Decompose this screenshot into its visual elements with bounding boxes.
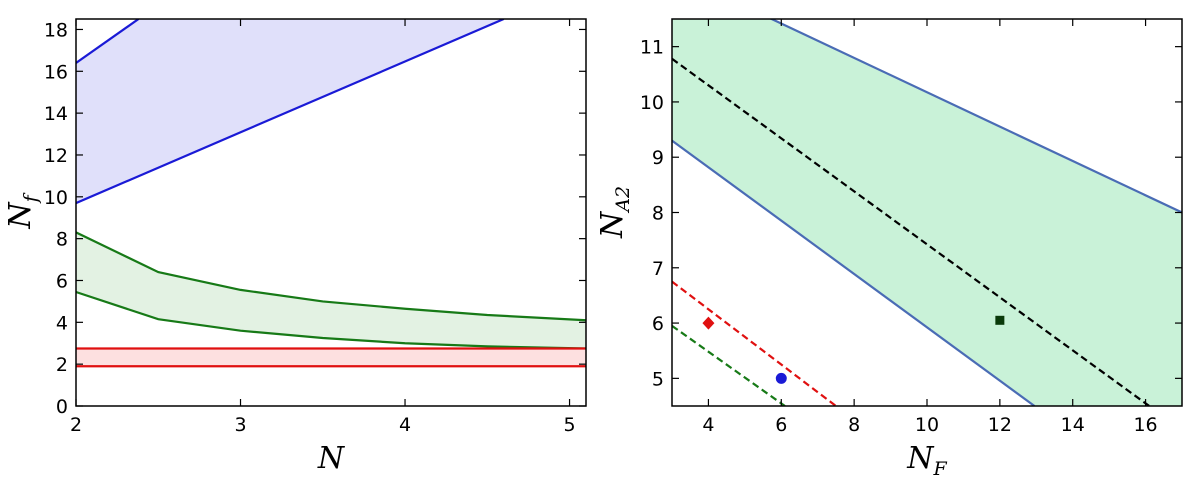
right-x-tick-label: 16 <box>1133 414 1157 436</box>
left-plot-frame <box>75 18 587 407</box>
right-x-tick-label: 6 <box>775 414 787 436</box>
band-lower-edge <box>672 139 1036 406</box>
green-band-fill <box>672 19 1182 406</box>
right-y-tick-label: 7 <box>652 258 664 280</box>
left-y-tick-label: 18 <box>44 19 68 41</box>
right-x-tick-label: 4 <box>702 414 714 436</box>
green-band-lower-line <box>76 290 586 350</box>
right-plot-area <box>672 19 1182 406</box>
right-y-tick-label: 9 <box>652 147 664 169</box>
right-y-tick-label: 10 <box>640 92 664 114</box>
right-y-axis-label: NA2 <box>595 186 634 239</box>
green-band-fill <box>76 232 586 349</box>
dash-green-dashed-line <box>672 324 786 406</box>
left-x-tick-label: 5 <box>564 414 576 436</box>
right-x-tick-label: 14 <box>1061 414 1085 436</box>
left-plot-area <box>76 19 586 368</box>
right-chart-panel: 4 6 8 10 12 14 16 5 6 7 8 9 10 11 NF NA2 <box>595 18 1183 480</box>
left-y-tick-label: 6 <box>56 270 68 292</box>
blue-circle-marker <box>775 372 787 384</box>
blue-band-lower-line <box>76 19 505 205</box>
green-band-upper-line <box>76 231 586 322</box>
left-y-tick-label: 14 <box>44 103 68 125</box>
right-y-tick-label: 8 <box>652 203 664 225</box>
left-y-tick-label: 16 <box>44 61 68 83</box>
left-y-axis-label: Nf <box>3 192 42 229</box>
right-y-tick-label: 6 <box>652 313 664 335</box>
black-square-marker <box>995 315 1005 325</box>
left-x-tick-label: 2 <box>70 414 82 436</box>
left-y-tick-label: 12 <box>44 145 68 167</box>
left-y-tick-label: 8 <box>56 229 68 251</box>
dash-red-dashed-line <box>672 280 837 406</box>
right-x-tick-label: 10 <box>915 414 939 436</box>
red-diamond-marker <box>702 316 715 330</box>
blue-band-upper-line <box>76 19 140 64</box>
left-y-tick-label: 2 <box>56 354 68 376</box>
left-x-tick-label: 4 <box>399 414 411 436</box>
right-x-axis-label: NF <box>906 441 947 480</box>
left-x-tick-label: 3 <box>234 414 246 436</box>
left-y-tick-label: 0 <box>56 396 68 418</box>
right-y-tick-label: 5 <box>652 368 664 390</box>
left-y-tick-label: 4 <box>56 312 68 334</box>
right-axis-ticks: 4 6 8 10 12 14 16 5 6 7 8 9 10 11 <box>640 19 1182 436</box>
red-band-fill <box>76 348 586 367</box>
band-upper-edge <box>769 19 1182 214</box>
right-x-tick-label: 12 <box>988 414 1012 436</box>
left-x-axis-label: N <box>317 441 346 476</box>
right-y-tick-label: 11 <box>640 37 664 59</box>
right-x-tick-label: 8 <box>848 414 860 436</box>
left-y-tick-label: 10 <box>44 187 68 209</box>
